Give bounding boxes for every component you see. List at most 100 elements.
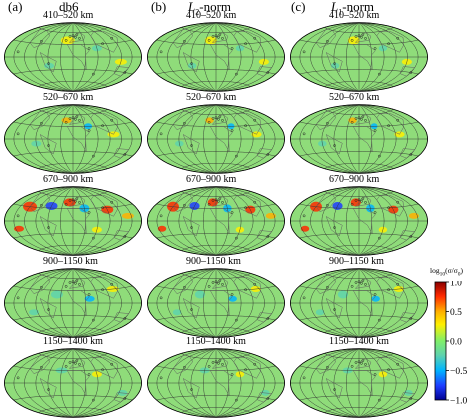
map-outline	[146, 186, 286, 256]
depth-label: 520–670 km	[329, 92, 380, 103]
coastlines	[29, 110, 130, 159]
panel-label-c: (c)	[291, 0, 306, 14]
depth-label: 410–520 km	[329, 10, 380, 21]
depth-label: 670–900 km	[186, 174, 237, 185]
coastlines	[172, 110, 273, 159]
anomaly-blob	[50, 290, 63, 299]
coastlines	[29, 354, 130, 403]
anomaly-blob	[29, 309, 40, 316]
hammer-map	[146, 104, 286, 174]
depth-label: 520–670 km	[186, 92, 237, 103]
depth-label: 900–1150 km	[329, 256, 384, 267]
hammer-map	[289, 268, 429, 338]
station-markers	[159, 279, 270, 322]
coastlines	[172, 354, 273, 403]
column-title-l2-norm: L2-norm	[188, 0, 232, 17]
hammer-map	[289, 22, 429, 92]
map-outline	[289, 186, 429, 256]
station-markers	[302, 359, 413, 402]
depth-label: 670–900 km	[43, 174, 94, 185]
station-markers	[159, 359, 270, 402]
anomaly-blob	[63, 198, 76, 207]
station-markers	[16, 359, 127, 402]
depth-label: 1150–1400 km	[186, 336, 246, 347]
map-outline	[3, 348, 143, 418]
depth-label: 410–520 km	[43, 10, 94, 21]
anomaly-blob	[371, 295, 380, 302]
hammer-map	[3, 268, 143, 338]
map-outline	[146, 348, 286, 418]
map-outline	[289, 104, 429, 174]
anomaly-blob	[337, 290, 349, 299]
coastlines	[315, 110, 416, 159]
hammer-map	[146, 348, 286, 418]
station-markers	[16, 33, 127, 76]
anomaly-blob	[315, 309, 325, 316]
colorbar-title: log10(σ/σ0)	[430, 266, 464, 278]
map-outline	[146, 22, 286, 92]
hammer-map	[289, 348, 429, 418]
panel-label-b: (b)	[151, 0, 167, 14]
coastlines	[172, 274, 273, 323]
station-markers	[159, 33, 270, 76]
station-markers	[16, 197, 127, 240]
anomaly-blob	[121, 212, 134, 219]
depth-label: 900–1150 km	[186, 256, 241, 267]
station-markers	[302, 279, 413, 322]
hammer-map	[289, 104, 429, 174]
anomaly-blob	[300, 225, 310, 232]
anomaly-blob	[265, 212, 277, 219]
hammer-map	[146, 22, 286, 92]
depth-label: 1150–1400 km	[329, 336, 389, 347]
anomaly-blob	[194, 290, 206, 299]
hammer-map	[3, 186, 143, 256]
depth-label: 1150–1400 km	[43, 336, 103, 347]
anomaly-blob	[408, 212, 420, 219]
depth-label: 520–670 km	[43, 92, 94, 103]
depth-label: 900–1150 km	[43, 256, 98, 267]
coastlines	[29, 28, 130, 77]
coastlines	[172, 28, 273, 77]
station-markers	[302, 115, 413, 158]
anomaly-blob	[348, 117, 357, 124]
colorbar-tick-label: 0.0	[450, 337, 462, 347]
anomaly-blob	[228, 295, 237, 302]
hammer-map	[146, 268, 286, 338]
map-outline	[3, 104, 143, 174]
anomaly-blob	[84, 295, 95, 302]
map-outline	[289, 268, 429, 338]
anomaly-blob	[172, 309, 182, 316]
map-outline	[3, 22, 143, 92]
colorbar: 1.0 0.5 0.0 −0.5 −1.0	[434, 281, 467, 405]
hammer-map	[3, 22, 143, 92]
hammer-map	[3, 348, 143, 418]
station-markers	[159, 197, 270, 240]
anomaly-blob	[60, 36, 75, 45]
station-markers	[302, 33, 413, 76]
map-outline	[3, 268, 143, 338]
colorbar-tick-label: −1.0	[450, 396, 467, 405]
coastlines	[315, 274, 416, 323]
depth-label: 410–520 km	[186, 10, 237, 21]
coastlines	[315, 28, 416, 77]
anomaly-blob	[157, 225, 167, 232]
map-outline	[289, 22, 429, 92]
colorbar-tick-label: −0.5	[450, 367, 467, 377]
map-outline	[3, 186, 143, 256]
anomaly-blob	[61, 117, 72, 124]
coastlines	[172, 192, 273, 241]
hammer-map	[3, 104, 143, 174]
depth-label: 670–900 km	[329, 174, 380, 185]
colorbar-tick-label: 0.5	[450, 308, 462, 318]
column-title-l1-norm: L1-norm	[331, 0, 375, 17]
coastlines	[29, 192, 130, 241]
coastlines	[29, 274, 130, 323]
column-title-db6: db6	[59, 0, 79, 14]
map-outline	[146, 268, 286, 338]
station-markers	[159, 115, 270, 158]
colorbar-gradient	[434, 281, 447, 401]
coastlines	[315, 192, 416, 241]
map-outline	[146, 104, 286, 174]
hammer-map	[146, 186, 286, 256]
hammer-map	[289, 186, 429, 256]
